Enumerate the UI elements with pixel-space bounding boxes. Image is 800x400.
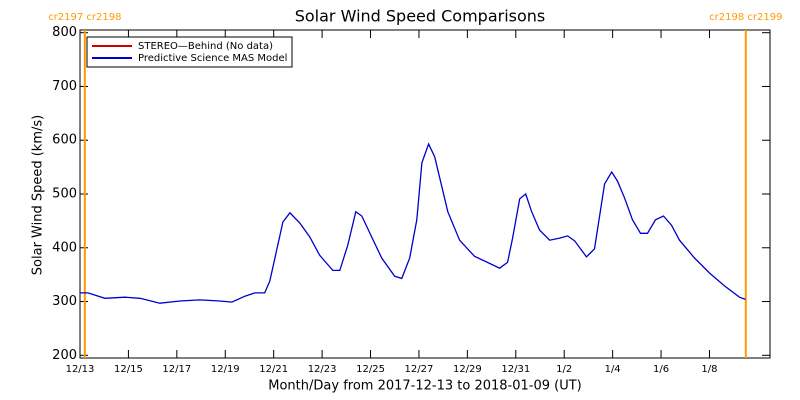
- x-tick-label: 12/19: [211, 364, 240, 375]
- x-tick-label: 1/4: [605, 364, 621, 375]
- x-tick-label: 12/31: [501, 364, 530, 375]
- y-tick-label: 300: [52, 294, 77, 309]
- y-tick-label: 200: [52, 348, 77, 363]
- y-tick-label: 800: [52, 25, 77, 40]
- series-line: [80, 142, 746, 304]
- x-tick-label: 12/15: [114, 364, 143, 375]
- legend-label: Predictive Science MAS Model: [138, 53, 287, 64]
- legend-label: STEREO—Behind (No data): [138, 41, 273, 52]
- x-tick-label: 12/17: [162, 364, 191, 375]
- y-tick-label: 700: [52, 79, 77, 94]
- x-tick-label: 1/2: [556, 364, 572, 375]
- y-tick-label: 500: [52, 187, 77, 202]
- y-axis-label: Solar Wind Speed (km/s): [31, 115, 46, 275]
- x-tick-label: 1/8: [701, 364, 717, 375]
- annotation: cr2198 cr2199: [709, 12, 782, 23]
- y-tick-label: 400: [52, 240, 77, 255]
- x-tick-label: 1/6: [653, 364, 669, 375]
- x-tick-label: 12/21: [259, 364, 288, 375]
- x-tick-label: 12/27: [405, 364, 434, 375]
- x-tick-label: 12/23: [308, 364, 337, 375]
- x-tick-label: 12/13: [66, 364, 95, 375]
- legend-box: [86, 36, 293, 68]
- x-axis-label: Month/Day from 2017-12-13 to 2018-01-09 …: [268, 379, 581, 394]
- y-tick-label: 600: [52, 133, 77, 148]
- chart-title: Solar Wind Speed Comparisons: [295, 7, 546, 26]
- x-tick-label: 12/29: [453, 364, 482, 375]
- annotation: cr2197 cr2198: [48, 12, 121, 23]
- x-tick-label: 12/25: [356, 364, 385, 375]
